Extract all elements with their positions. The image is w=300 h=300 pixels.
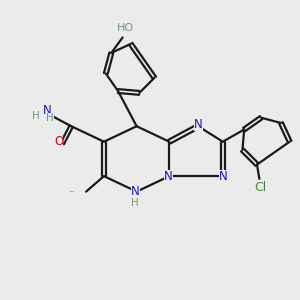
Text: methyl: methyl <box>70 190 75 192</box>
Text: H: H <box>32 110 40 121</box>
Text: N: N <box>194 118 203 131</box>
Text: N: N <box>43 104 51 117</box>
Text: HO: HO <box>117 23 134 33</box>
Text: N: N <box>164 170 173 183</box>
Text: N: N <box>131 184 140 197</box>
Text: H: H <box>131 198 139 208</box>
Text: O: O <box>54 136 63 148</box>
Text: H: H <box>46 113 54 124</box>
Text: N: N <box>219 170 228 183</box>
Text: Cl: Cl <box>254 181 266 194</box>
